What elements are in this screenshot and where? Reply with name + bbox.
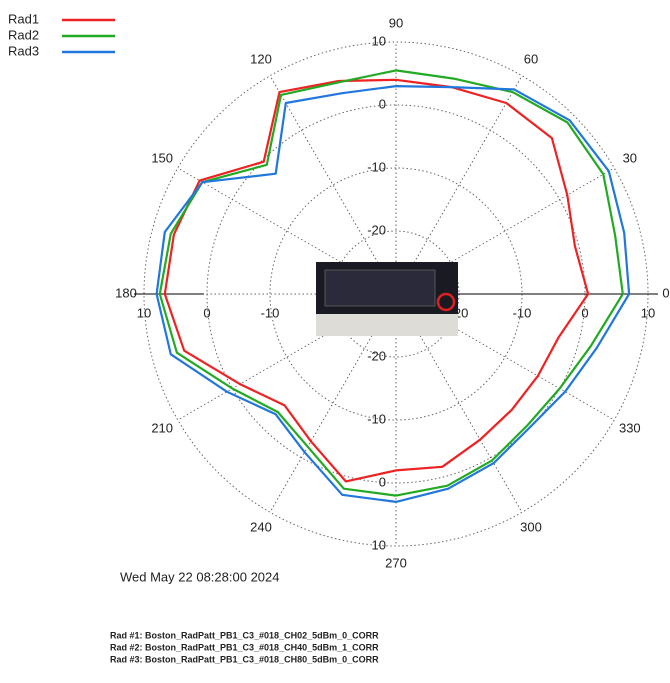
footer-line: Rad #1: Boston_RadPatt_PB1_C3_#018_CH02_… [110, 630, 379, 640]
theta-tick-label: 240 [250, 519, 272, 534]
theta-tick-label: 300 [520, 519, 542, 534]
theta-tick-label: 180 [115, 285, 137, 300]
theta-tick-label: 30 [623, 150, 637, 165]
grid-spoke [269, 75, 397, 295]
theta-tick-label: 210 [151, 420, 173, 435]
series-line [158, 69, 624, 497]
r-tick-label: 0 [203, 305, 210, 320]
series-line [163, 78, 590, 483]
date: Wed May 22 08:28:00 2024 [120, 569, 280, 584]
theta-tick-label: 90 [389, 15, 403, 30]
legend-label: Rad2 [8, 27, 39, 42]
r-tick-label: 10 [641, 305, 655, 320]
device-image [316, 262, 458, 336]
theta-tick-label: 0 [662, 285, 669, 300]
theta-tick-label: 330 [619, 420, 641, 435]
r-tick-label: 10 [137, 305, 151, 320]
r-tick-label: 10 [372, 537, 386, 552]
r-tick-label: -10 [367, 411, 386, 426]
grid-spoke [395, 75, 523, 295]
r-tick-label: 0 [581, 305, 588, 320]
series-line [155, 85, 631, 503]
footer-line: Rad #2: Boston_RadPatt_PB1_C3_#018_CH40_… [110, 642, 379, 652]
footer-line: Rad #3: Boston_RadPatt_PB1_C3_#018_CH80_… [110, 654, 379, 664]
theta-tick-label: 120 [250, 52, 272, 67]
theta-tick-label: 150 [151, 150, 173, 165]
r-tick-label: -20 [367, 348, 386, 363]
theta-tick-label: 270 [385, 555, 407, 570]
r-tick-label: 0 [379, 474, 386, 489]
r-tick-label: 0 [379, 96, 386, 111]
legend-label: Rad1 [8, 11, 39, 26]
r-tick-label: -10 [261, 305, 280, 320]
r-tick-label: 10 [372, 33, 386, 48]
r-tick-label: -10 [367, 159, 386, 174]
r-tick-label: -10 [513, 305, 532, 320]
r-tick-label: -20 [367, 222, 386, 237]
legend-label: Rad3 [8, 43, 39, 58]
theta-tick-label: 60 [524, 52, 538, 67]
